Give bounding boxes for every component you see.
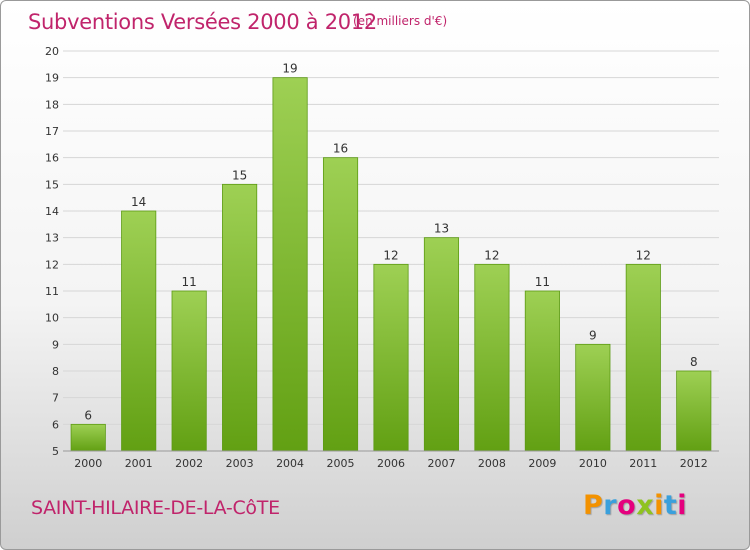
x-tick-label: 2003	[226, 457, 254, 470]
x-tick-label: 2009	[528, 457, 556, 470]
logo-letter: t	[663, 490, 678, 521]
data-label: 16	[333, 142, 348, 156]
bars	[70, 77, 712, 452]
y-tick-label: 20	[45, 45, 59, 58]
bar-2000	[70, 423, 106, 452]
bar-2006	[373, 263, 409, 452]
y-tick-label: 6	[52, 418, 59, 431]
data-label: 9	[589, 328, 597, 342]
x-axis-ticks: 2000 2001 2002 2003 2004 2005 2006 2007 2008 2009…	[74, 457, 708, 470]
data-label: 11	[182, 275, 197, 289]
y-tick-label: 5	[52, 445, 59, 458]
x-tick-label: 2010	[579, 457, 607, 470]
data-label: 13	[434, 222, 449, 236]
bar-2004	[272, 77, 308, 452]
y-tick-label: 13	[45, 232, 59, 245]
data-labels: 6 14 11 15 19 16 12 13 12 11 9 12 8	[84, 62, 697, 423]
y-tick-label: 16	[45, 152, 59, 165]
bar-2007	[423, 237, 460, 452]
x-tick-label: 2000	[74, 457, 102, 470]
data-label: 6	[84, 408, 92, 422]
logo-letter: i	[677, 490, 688, 521]
y-tick-label: 9	[52, 338, 59, 351]
bar-2010	[575, 343, 611, 452]
y-tick-label: 7	[52, 392, 59, 405]
bar-2001	[121, 210, 157, 452]
y-tick-label: 18	[45, 98, 59, 111]
data-label: 12	[636, 248, 651, 262]
data-label: 14	[131, 195, 146, 209]
bar-2012	[676, 370, 712, 452]
y-tick-label: 17	[45, 125, 59, 138]
y-tick-label: 14	[45, 205, 59, 218]
x-tick-label: 2001	[125, 457, 153, 470]
y-tick-label: 10	[45, 312, 59, 325]
y-tick-label: 8	[52, 365, 59, 378]
x-tick-label: 2004	[276, 457, 304, 470]
bar-2003	[222, 183, 258, 452]
data-label: 15	[232, 168, 247, 182]
y-tick-label: 12	[45, 258, 59, 271]
bar-2011	[625, 263, 661, 452]
y-axis-ticks: 5 6 7 8 9 10 11 12 13 14 15 16 17 18 19 20	[45, 45, 59, 458]
chart-subtitle: (en milliers d'€)	[353, 14, 448, 28]
x-tick-label: 2006	[377, 457, 405, 470]
x-tick-label: 2002	[175, 457, 203, 470]
data-label: 11	[535, 275, 550, 289]
data-label: 12	[484, 248, 499, 262]
y-tick-label: 19	[45, 72, 59, 85]
chart-title: Subventions Versées 2000 à 2012	[28, 10, 377, 34]
data-label: 19	[282, 62, 297, 76]
bar-2002	[171, 290, 207, 452]
x-tick-label: 2008	[478, 457, 506, 470]
logo-letter: r	[603, 490, 618, 521]
bar-2005	[322, 157, 359, 452]
data-label: 8	[690, 355, 698, 369]
logo-letter: i	[654, 490, 664, 521]
x-tick-label: 2005	[327, 457, 355, 470]
y-tick-label: 15	[45, 178, 59, 191]
x-tick-label: 2011	[629, 457, 657, 470]
proxiti-logo: Proxiti	[583, 490, 687, 521]
bar-2009	[524, 290, 560, 452]
x-tick-label: 2007	[427, 457, 455, 470]
y-tick-label: 11	[45, 285, 59, 298]
x-tick-label: 2012	[680, 457, 708, 470]
bar-2008	[474, 263, 510, 452]
logo-letter: x	[636, 490, 655, 521]
data-label: 12	[383, 248, 398, 262]
commune-name: SAINT-HILAIRE-DE-LA-CôTE	[31, 497, 280, 519]
logo-letter: P	[583, 490, 604, 521]
logo-letter: o	[617, 490, 637, 521]
